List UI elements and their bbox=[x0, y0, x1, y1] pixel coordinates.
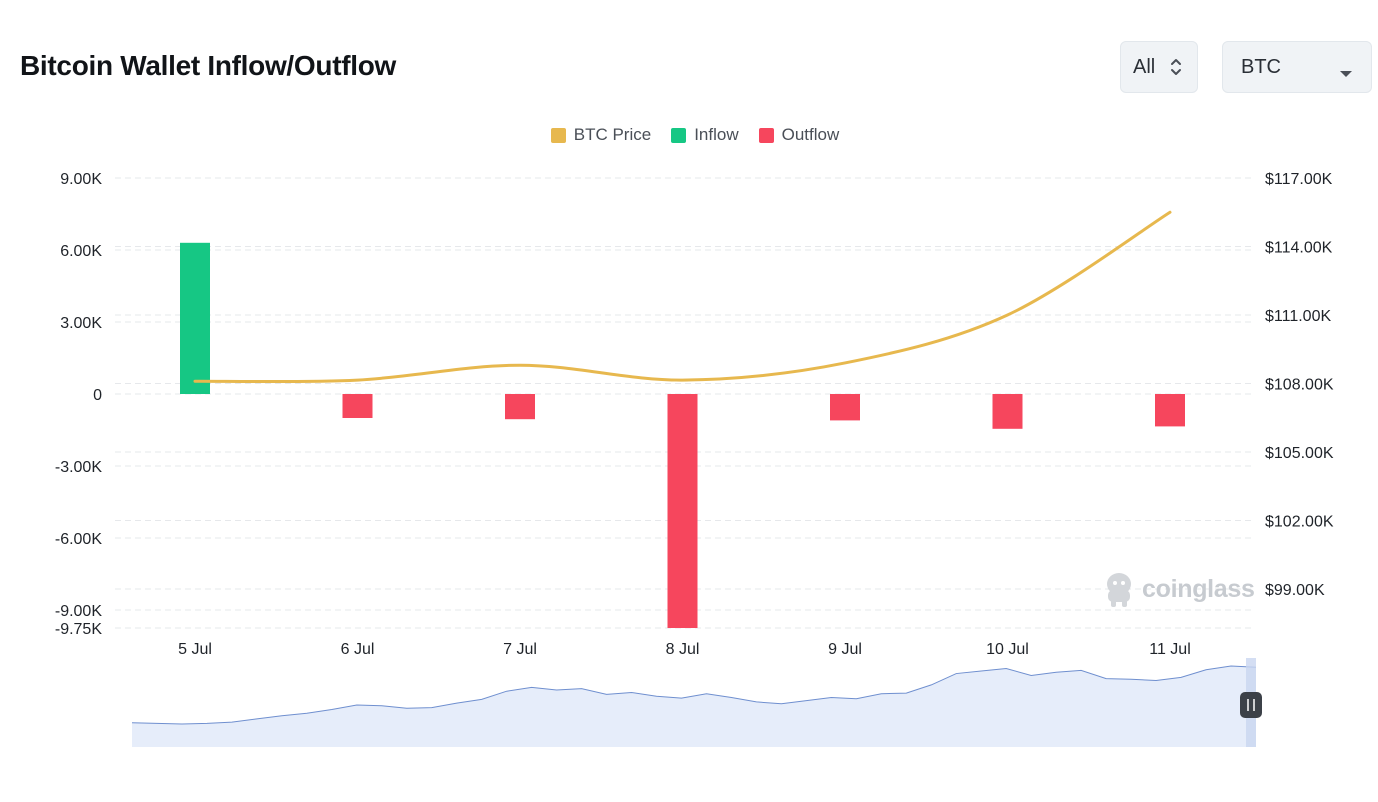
y-left-tick-label: -3.00K bbox=[55, 459, 102, 476]
outflow-bar bbox=[992, 394, 1023, 429]
legend-item-price[interactable]: BTC Price bbox=[550, 125, 652, 145]
y-right-tick-label: $117.00K bbox=[1265, 171, 1333, 188]
x-tick-label: 10 Jul bbox=[986, 641, 1029, 658]
range-select[interactable]: All bbox=[1120, 41, 1198, 93]
outflow-bar bbox=[830, 394, 860, 421]
outflow-bar bbox=[1155, 394, 1185, 427]
inflow-bar bbox=[180, 242, 210, 394]
chart-legend: BTC Price Inflow Outflow bbox=[0, 125, 1378, 145]
chevron-down-icon bbox=[1339, 62, 1353, 85]
watermark-text: coinglass bbox=[1142, 574, 1255, 603]
legend-label-inflow: Inflow bbox=[694, 125, 739, 144]
coinglass-logo-icon bbox=[1107, 573, 1131, 607]
y-right-tick-label: $105.00K bbox=[1265, 445, 1334, 462]
btc-price-line bbox=[193, 210, 1172, 384]
y-left-tick-label: 9.00K bbox=[60, 171, 102, 188]
legend-swatch-price bbox=[550, 127, 566, 143]
coin-select[interactable]: BTC bbox=[1222, 41, 1372, 93]
x-tick-label: 11 Jul bbox=[1149, 641, 1191, 658]
y-left-tick-label: -6.00K bbox=[55, 531, 102, 548]
y-right-tick-label: $99.00K bbox=[1265, 582, 1325, 599]
x-tick-label: 8 Jul bbox=[666, 641, 700, 658]
legend-swatch-outflow bbox=[758, 127, 774, 143]
x-tick-label: 7 Jul bbox=[503, 641, 537, 658]
y-left-tick-label: -9.75K bbox=[55, 621, 102, 638]
legend-item-outflow[interactable]: Outflow bbox=[758, 125, 840, 145]
legend-label-price: BTC Price bbox=[573, 125, 652, 144]
y-left-tick-label: 6.00K bbox=[60, 243, 102, 260]
y-right-tick-label: $108.00K bbox=[1265, 377, 1334, 394]
navigator-area bbox=[132, 666, 1256, 747]
y-left-tick-label: -9.00K bbox=[55, 603, 102, 620]
x-tick-label: 5 Jul bbox=[178, 641, 212, 658]
y-right-tick-label: $102.00K bbox=[1265, 514, 1334, 531]
x-tick-label: 6 Jul bbox=[341, 641, 375, 658]
legend-item-inflow[interactable]: Inflow bbox=[671, 125, 739, 145]
y-left-tick-label: 0 bbox=[93, 387, 102, 404]
sort-updown-icon bbox=[1169, 55, 1183, 85]
page-title: Bitcoin Wallet Inflow/Outflow bbox=[20, 50, 396, 81]
legend-label-outflow: Outflow bbox=[781, 125, 840, 144]
navigator-handle[interactable] bbox=[1240, 692, 1262, 718]
x-tick-label: 9 Jul bbox=[828, 641, 862, 658]
navigator-line bbox=[131, 665, 1257, 725]
outflow-bar bbox=[667, 394, 698, 628]
coin-select-value: BTC bbox=[1241, 55, 1281, 78]
coinglass-watermark: coinglass bbox=[1102, 570, 1255, 608]
y-left-tick-label: 3.00K bbox=[60, 315, 102, 332]
outflow-bar bbox=[505, 394, 535, 420]
outflow-bar bbox=[342, 394, 373, 418]
y-right-tick-label: $111.00K bbox=[1265, 308, 1331, 325]
y-right-tick-label: $114.00K bbox=[1265, 240, 1333, 257]
legend-swatch-inflow bbox=[671, 127, 687, 143]
range-select-value: All bbox=[1133, 55, 1156, 78]
